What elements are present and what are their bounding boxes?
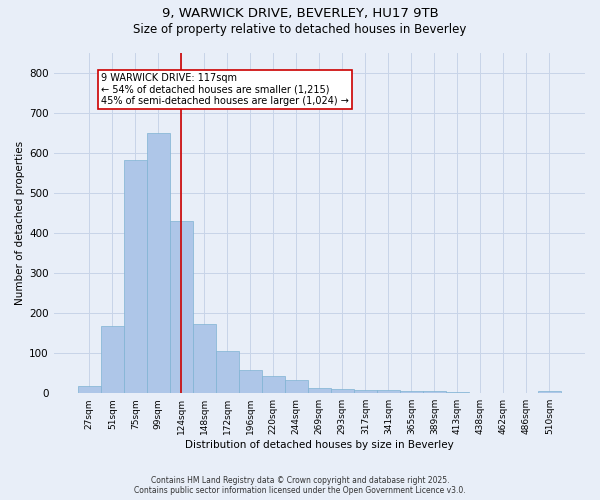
Y-axis label: Number of detached properties: Number of detached properties — [15, 141, 25, 305]
Bar — [147, 134, 170, 393]
Text: 9, WARWICK DRIVE, BEVERLEY, HU17 9TB: 9, WARWICK DRIVE, BEVERLEY, HU17 9TB — [161, 8, 439, 20]
Bar — [538, 391, 561, 393]
Bar — [239, 370, 262, 393]
Bar — [124, 160, 147, 393]
Bar — [446, 392, 469, 393]
Bar — [423, 391, 446, 393]
Text: Size of property relative to detached houses in Beverley: Size of property relative to detached ho… — [133, 22, 467, 36]
Bar — [216, 351, 239, 393]
Bar — [101, 326, 124, 393]
X-axis label: Distribution of detached houses by size in Beverley: Distribution of detached houses by size … — [185, 440, 454, 450]
Bar — [78, 386, 101, 393]
Bar — [331, 389, 354, 393]
Bar — [354, 390, 377, 393]
Bar — [262, 376, 285, 393]
Text: 9 WARWICK DRIVE: 117sqm
← 54% of detached houses are smaller (1,215)
45% of semi: 9 WARWICK DRIVE: 117sqm ← 54% of detache… — [101, 72, 349, 106]
Bar — [285, 380, 308, 393]
Bar — [400, 391, 423, 393]
Bar — [377, 390, 400, 393]
Bar — [308, 388, 331, 393]
Bar — [193, 324, 216, 393]
Text: Contains HM Land Registry data © Crown copyright and database right 2025.
Contai: Contains HM Land Registry data © Crown c… — [134, 476, 466, 495]
Bar — [170, 221, 193, 393]
